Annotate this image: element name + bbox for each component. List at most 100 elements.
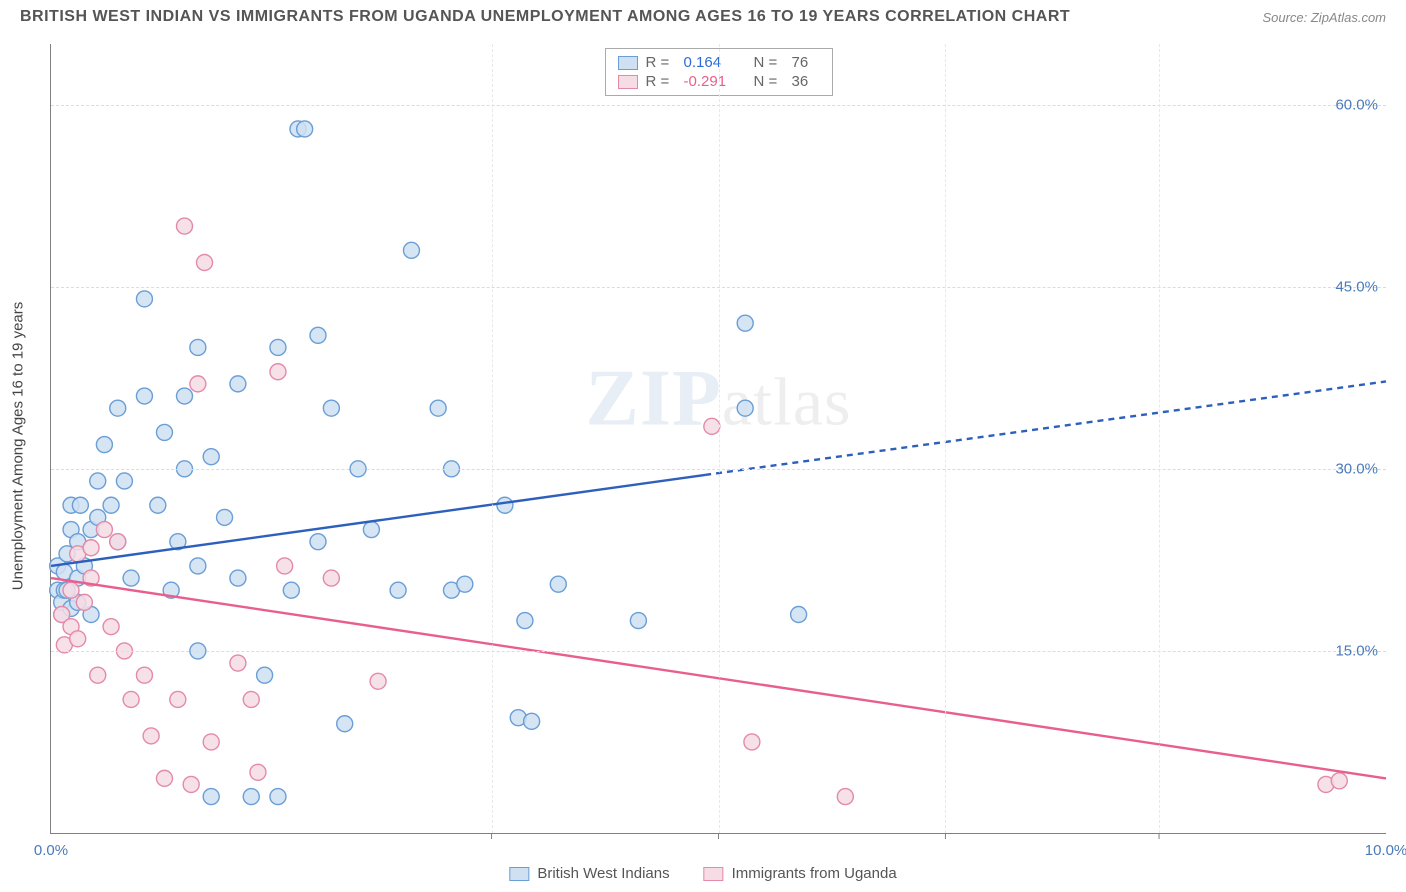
legend-swatch-pink <box>618 75 638 89</box>
chart-title: BRITISH WEST INDIAN VS IMMIGRANTS FROM U… <box>20 8 1070 26</box>
data-point-blue <box>72 497 88 513</box>
data-point-pink <box>170 691 186 707</box>
trend-line-blue-dashed <box>705 381 1386 474</box>
data-point-blue <box>150 497 166 513</box>
data-point-blue <box>430 400 446 416</box>
data-point-pink <box>83 540 99 556</box>
n-value-pink: 36 <box>792 73 820 90</box>
data-point-pink <box>63 582 79 598</box>
data-point-blue <box>203 789 219 805</box>
y-tick-label: 60.0% <box>1335 96 1378 113</box>
legend-swatch-blue <box>509 867 529 881</box>
data-point-blue <box>297 121 313 137</box>
y-axis-label: Unemployment Among Ages 16 to 19 years <box>10 302 27 591</box>
data-point-pink <box>230 655 246 671</box>
n-value-blue: 76 <box>792 54 820 71</box>
data-point-blue <box>630 613 646 629</box>
grid-line-v <box>719 44 720 833</box>
data-point-pink <box>190 376 206 392</box>
data-point-blue <box>390 582 406 598</box>
data-point-blue <box>270 789 286 805</box>
data-point-blue <box>230 376 246 392</box>
data-point-blue <box>310 534 326 550</box>
n-label: N = <box>754 73 784 90</box>
header: BRITISH WEST INDIAN VS IMMIGRANTS FROM U… <box>0 0 1406 38</box>
data-point-pink <box>76 594 92 610</box>
data-point-blue <box>156 424 172 440</box>
y-tick-label: 45.0% <box>1335 278 1378 295</box>
data-point-pink <box>156 770 172 786</box>
data-point-blue <box>497 497 513 513</box>
data-point-blue <box>403 242 419 258</box>
data-point-blue <box>550 576 566 592</box>
grid-line-v <box>945 44 946 833</box>
data-point-pink <box>203 734 219 750</box>
y-tick-label: 30.0% <box>1335 460 1378 477</box>
series-label-pink: Immigrants from Uganda <box>732 865 897 882</box>
source-attribution: Source: ZipAtlas.com <box>1262 10 1386 25</box>
data-point-blue <box>96 437 112 453</box>
chart-plot-area: ZIPatlas R = 0.164 N = 76 R = -0.291 N =… <box>50 44 1386 834</box>
data-point-blue <box>136 291 152 307</box>
data-point-blue <box>517 613 533 629</box>
data-point-blue <box>791 607 807 623</box>
r-value-blue: 0.164 <box>684 54 746 71</box>
series-label-blue: British West Indians <box>537 865 669 882</box>
trend-line-blue-solid <box>51 475 705 566</box>
data-point-blue <box>270 339 286 355</box>
data-point-pink <box>277 558 293 574</box>
data-point-pink <box>197 254 213 270</box>
data-point-pink <box>143 728 159 744</box>
data-point-pink <box>370 673 386 689</box>
data-point-blue <box>177 388 193 404</box>
data-point-blue <box>190 558 206 574</box>
data-point-blue <box>116 473 132 489</box>
data-point-pink <box>110 534 126 550</box>
data-point-blue <box>337 716 353 732</box>
series-legend-item-blue: British West Indians <box>509 865 669 882</box>
n-label: N = <box>754 54 784 71</box>
data-point-pink <box>123 691 139 707</box>
r-label: R = <box>646 73 676 90</box>
data-point-blue <box>243 789 259 805</box>
data-point-blue <box>203 449 219 465</box>
data-point-blue <box>524 713 540 729</box>
data-point-blue <box>217 509 233 525</box>
data-point-pink <box>243 691 259 707</box>
data-point-pink <box>270 364 286 380</box>
data-point-blue <box>457 576 473 592</box>
data-point-blue <box>103 497 119 513</box>
legend-swatch-blue <box>618 56 638 70</box>
data-point-blue <box>136 388 152 404</box>
series-legend-item-pink: Immigrants from Uganda <box>704 865 897 882</box>
data-point-blue <box>323 400 339 416</box>
data-point-pink <box>837 789 853 805</box>
data-point-blue <box>283 582 299 598</box>
data-point-pink <box>103 619 119 635</box>
data-point-pink <box>183 776 199 792</box>
data-point-pink <box>1331 773 1347 789</box>
data-point-pink <box>250 764 266 780</box>
series-legend: British West Indians Immigrants from Uga… <box>509 865 896 882</box>
y-tick-label: 15.0% <box>1335 642 1378 659</box>
data-point-pink <box>96 522 112 538</box>
data-point-blue <box>230 570 246 586</box>
x-tick-label: 10.0% <box>1365 842 1406 859</box>
data-point-blue <box>310 327 326 343</box>
data-point-blue <box>737 315 753 331</box>
data-point-pink <box>136 667 152 683</box>
data-point-pink <box>744 734 760 750</box>
data-point-blue <box>123 570 139 586</box>
data-point-blue <box>257 667 273 683</box>
grid-line-v <box>1159 44 1160 833</box>
r-value-pink: -0.291 <box>684 73 746 90</box>
data-point-pink <box>90 667 106 683</box>
data-point-pink <box>177 218 193 234</box>
data-point-pink <box>323 570 339 586</box>
data-point-blue <box>363 522 379 538</box>
legend-swatch-pink <box>704 867 724 881</box>
data-point-blue <box>737 400 753 416</box>
data-point-blue <box>190 339 206 355</box>
data-point-pink <box>704 418 720 434</box>
data-point-blue <box>90 473 106 489</box>
